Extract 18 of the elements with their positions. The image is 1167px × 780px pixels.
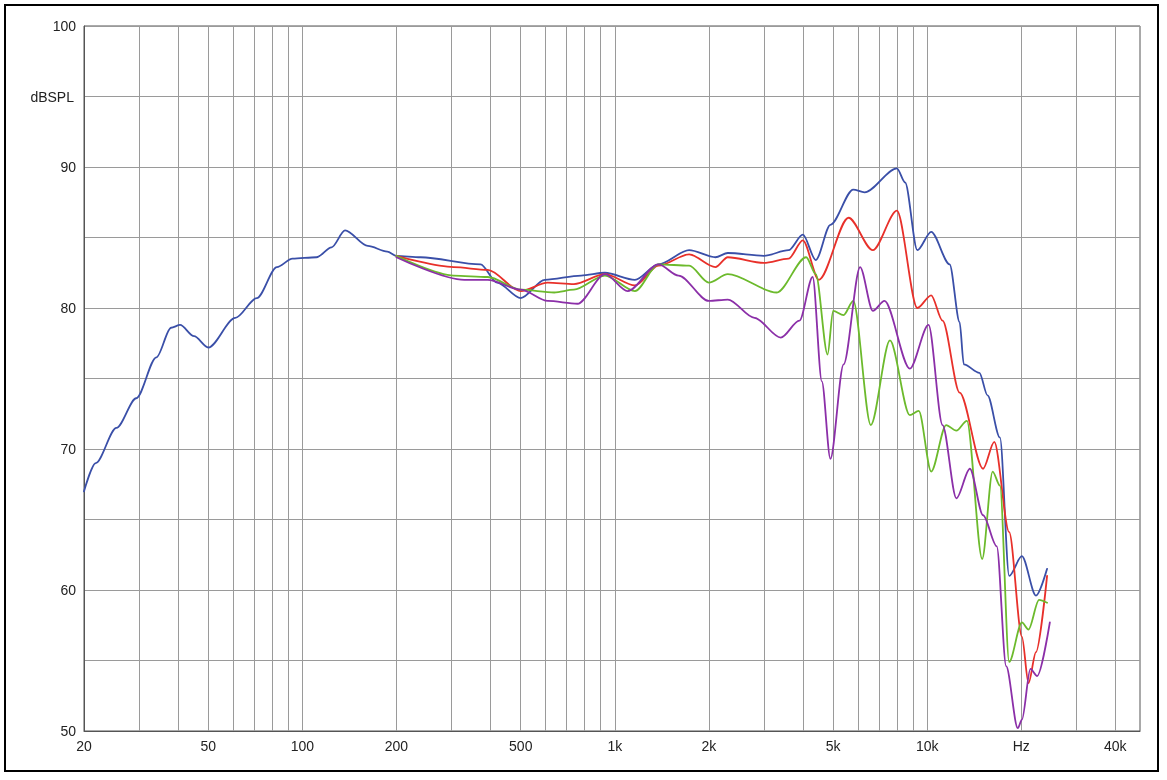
- y-tick-label: 90: [60, 159, 77, 175]
- x-tick-label: 200: [384, 738, 409, 754]
- x-tick-label: 10k: [915, 738, 940, 754]
- y-tick-label: 100: [52, 18, 77, 34]
- x-tick-label: 2k: [701, 738, 718, 754]
- x-tick-label: 500: [509, 738, 533, 754]
- y-tick-label: 80: [60, 300, 77, 316]
- x-tick-label: 40k: [1103, 738, 1128, 754]
- x-tick-label: 1k: [607, 738, 624, 754]
- y-tick-label: 70: [60, 441, 77, 457]
- x-tick-label: 50: [200, 738, 217, 754]
- y-tick-label: 60: [60, 582, 77, 598]
- x-tick-label: 100: [290, 738, 315, 754]
- x-tick-label: 5k: [825, 738, 842, 754]
- y-tick-label: 50: [60, 723, 77, 739]
- x-tick-label: 20: [76, 738, 92, 754]
- x-tick-label: Hz: [1012, 738, 1030, 754]
- y-axis-title: dBSPL: [30, 89, 75, 105]
